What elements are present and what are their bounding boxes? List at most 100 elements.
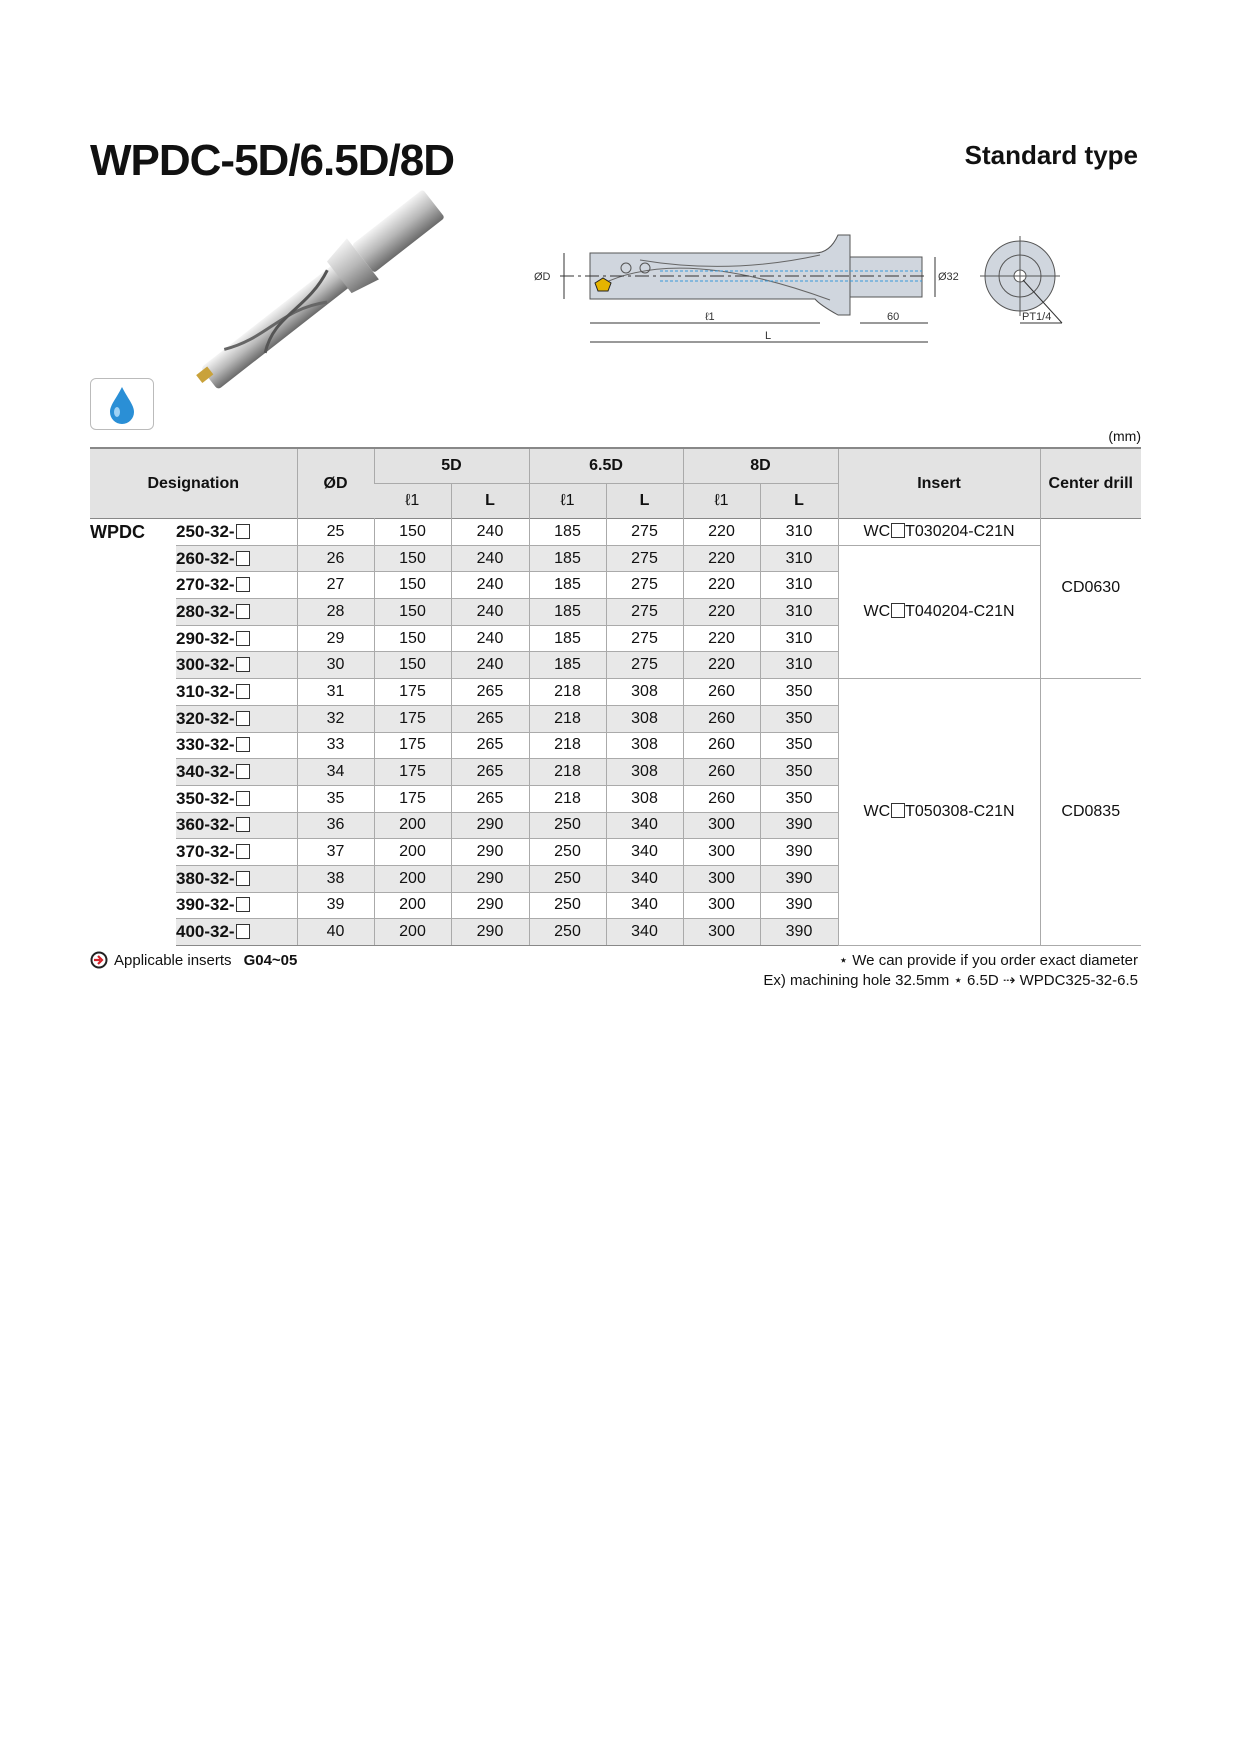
cell-l1_8: 220 (682, 651, 760, 680)
cell-l1_65: 250 (528, 838, 606, 866)
grade-placeholder-box (235, 603, 250, 619)
cell-l1_8: 300 (682, 892, 760, 920)
cell-l1_8: 300 (682, 838, 760, 866)
cell-l1_5: 150 (373, 651, 451, 680)
header-5d-L: L (450, 483, 529, 519)
designation-text: 370-32- (176, 842, 235, 862)
cell-l1_5: 200 (373, 892, 451, 920)
designation-cell: 340-32- (176, 758, 297, 786)
designation-text: 320-32- (176, 708, 235, 728)
header-6.5d-l1: ℓ1 (528, 483, 606, 519)
cell-l1_65: 218 (528, 732, 606, 760)
header-8d: 8D (682, 447, 838, 484)
cell-L_5: 290 (450, 865, 529, 893)
cell-L_8: 350 (759, 758, 838, 786)
unit-label: (mm) (1108, 428, 1141, 444)
applicable-value[interactable]: G04~05 (243, 951, 298, 969)
cell-l1_5: 200 (373, 812, 451, 840)
insert-cell: WC T040204-C21N (837, 545, 1040, 680)
cell-od: 27 (296, 571, 374, 600)
cell-l1_65: 250 (528, 918, 606, 946)
cell-L_8: 390 (759, 838, 838, 866)
designation-cell: 310-32- (176, 678, 297, 706)
cell-L_8: 310 (759, 571, 838, 600)
cell-L_5: 240 (450, 518, 529, 546)
cell-od: 40 (296, 918, 374, 946)
designation-cell: 280-32- (176, 598, 297, 626)
cell-od: 38 (296, 865, 374, 893)
grade-placeholder-box (235, 657, 250, 673)
designation-cell: 250-32- (176, 518, 297, 546)
insert-cell: WC T050308-C21N (837, 678, 1040, 946)
water-drop-icon (110, 387, 134, 424)
cell-l1_5: 175 (373, 678, 451, 706)
cell-L_5: 240 (450, 625, 529, 653)
cell-L_5: 290 (450, 892, 529, 920)
port-label: PT1/4 (1022, 311, 1051, 323)
designation-cell: 360-32- (176, 812, 297, 840)
table-row: 390-32- 39 200 290 250 340 300 390 (90, 892, 1141, 920)
cell-od: 28 (296, 598, 374, 626)
arrow-circle-icon (90, 951, 108, 969)
cell-L_5: 265 (450, 732, 529, 760)
cell-L_8: 310 (759, 598, 838, 626)
designation-text: 360-32- (176, 815, 235, 835)
cell-l1_65: 250 (528, 865, 606, 893)
designation-text: 250-32- (176, 521, 235, 541)
cell-od: 25 (296, 518, 374, 546)
cell-od: 30 (296, 651, 374, 680)
grade-placeholder-box (235, 897, 250, 913)
cell-l1_5: 200 (373, 918, 451, 946)
designation-cell: 400-32- (176, 918, 297, 946)
cell-L_5: 265 (450, 705, 529, 733)
designation-cell: 260-32- (176, 545, 297, 573)
header-5d-l1: ℓ1 (374, 483, 451, 519)
shank-length-label: 60 (887, 311, 899, 323)
cell-L_5: 290 (450, 838, 529, 866)
grade-placeholder-box (235, 683, 250, 699)
cell-l1_8: 220 (682, 571, 760, 600)
insert-suffix: T040204-C21N (905, 602, 1015, 620)
cell-od: 26 (296, 545, 374, 573)
cell-L_65: 340 (605, 838, 683, 866)
cell-l1_8: 260 (682, 785, 760, 813)
cell-l1_8: 260 (682, 678, 760, 706)
cell-L_65: 275 (605, 651, 683, 680)
grade-placeholder-box (891, 602, 906, 618)
cell-l1_5: 175 (373, 732, 451, 760)
designation-cell: 350-32- (176, 785, 297, 813)
cell-l1_8: 220 (682, 545, 760, 573)
cell-od: 34 (296, 758, 374, 786)
cell-l1_5: 175 (373, 758, 451, 786)
cell-l1_5: 150 (373, 598, 451, 626)
designation-cell: 320-32- (176, 705, 297, 733)
insert-suffix: T050308-C21N (905, 803, 1015, 821)
cell-l1_8: 260 (682, 758, 760, 786)
page-title: WPDC-5D/6.5D/8D (90, 136, 455, 185)
table-row: 350-32- 35 175 265 218 308 260 350 (90, 785, 1141, 813)
table-row: 330-32- 33 175 265 218 308 260 350 (90, 732, 1141, 760)
grade-placeholder-box (235, 790, 250, 806)
grade-placeholder-box (235, 577, 250, 593)
cell-L_8: 310 (759, 625, 838, 653)
header-8d-L: L (759, 483, 838, 519)
cell-l1_8: 300 (682, 865, 760, 893)
cell-l1_65: 218 (528, 705, 606, 733)
cell-l1_65: 185 (528, 651, 606, 680)
spec-table: Designation ØD 5D 6.5D 8D Insert Center … (90, 447, 1141, 946)
cell-L_5: 265 (450, 678, 529, 706)
center-drill-cell: CD0630 (1039, 518, 1141, 680)
cell-od: 29 (296, 625, 374, 653)
cell-l1_5: 150 (373, 571, 451, 600)
designation-text: 260-32- (176, 548, 235, 568)
designation-cell: 380-32- (176, 865, 297, 893)
cell-L_5: 240 (450, 598, 529, 626)
grade-placeholder-box (891, 522, 906, 538)
footnote-example: Ex) machining hole 32.5mm ⋆ 6.5D ⇢ WPDC3… (763, 972, 1138, 989)
cell-L_65: 308 (605, 705, 683, 733)
cell-L_8: 310 (759, 651, 838, 680)
grade-placeholder-box (235, 817, 250, 833)
insert-cell: WC T030204-C21N (837, 518, 1040, 546)
cell-L_8: 350 (759, 678, 838, 706)
drill-photo (196, 190, 444, 389)
